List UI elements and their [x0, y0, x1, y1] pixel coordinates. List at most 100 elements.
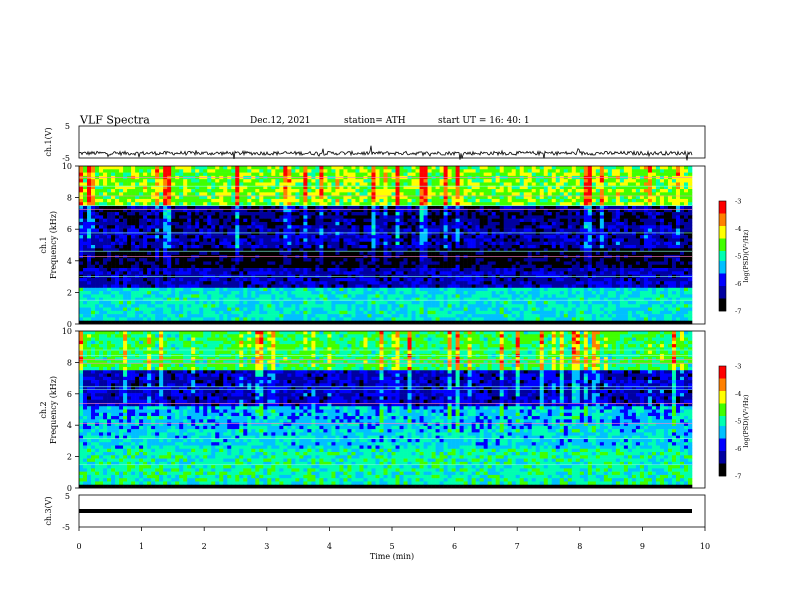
- spectrogram-cell: [79, 268, 84, 272]
- spectrogram-cell: [143, 228, 148, 233]
- spectrogram-cell: [643, 182, 649, 187]
- spectrogram-cell: [231, 198, 236, 203]
- spectrogram-cell: [103, 212, 108, 216]
- spectrogram-cell: [639, 172, 645, 177]
- spectrogram-cell: [83, 215, 88, 219]
- spectrogram-cell: [159, 182, 164, 187]
- spectrogram-cell: [503, 235, 508, 239]
- spectrogram-cell: [467, 225, 472, 229]
- spectrogram-cell: [655, 248, 661, 252]
- spectrogram-cell: [199, 264, 204, 269]
- spectrogram-cell: [347, 218, 352, 223]
- spectrogram-cell: [507, 258, 513, 262]
- spectrogram-cell: [267, 179, 272, 183]
- spectrogram-cell: [419, 215, 424, 219]
- spectrogram-cell: [531, 238, 537, 243]
- spectrogram-cell: [139, 221, 144, 226]
- spectrogram-cell: [423, 215, 428, 219]
- spectrogram-cell: [431, 208, 436, 213]
- spectrogram-cell: [559, 225, 565, 229]
- spectrogram-cell: [387, 261, 392, 266]
- spectrogram-cell: [495, 185, 500, 190]
- spectrogram-cell: [95, 192, 100, 196]
- spectrogram-cell: [407, 261, 412, 266]
- spectrogram-cell: [427, 172, 432, 177]
- spectrogram-cell: [227, 264, 232, 269]
- spectrogram-cell: [483, 172, 488, 177]
- spectrogram-cell: [159, 248, 164, 252]
- spectrogram-cell: [115, 202, 120, 206]
- spectrogram-cell: [471, 248, 476, 252]
- spectrogram-cell: [231, 185, 236, 190]
- spectrogram-cell: [395, 264, 400, 269]
- spectrogram-cell: [491, 221, 496, 226]
- spectrogram-cell: [355, 241, 360, 246]
- spectrogram-cell: [543, 268, 549, 272]
- spectrogram-cell: [675, 205, 681, 210]
- spectrogram-cell: [179, 198, 184, 203]
- spectrogram-cell: [331, 208, 336, 213]
- spectrogram-cell: [283, 205, 288, 210]
- spectrogram-cell: [355, 238, 360, 243]
- spectrogram-cell: [307, 172, 312, 177]
- spectrogram-cell: [667, 238, 673, 243]
- spectrogram-cell: [359, 264, 364, 269]
- spectrogram-cell: [319, 271, 324, 275]
- spectrogram-cell: [311, 212, 316, 216]
- spectrogram-cell: [587, 248, 593, 252]
- spectrogram-cell: [479, 248, 484, 252]
- spectrogram-cell: [259, 251, 264, 256]
- spectrogram-cell: [271, 212, 276, 216]
- spectrogram-cell: [199, 169, 204, 173]
- spectrogram-cell: [323, 268, 328, 272]
- spectrogram-cell: [139, 225, 144, 229]
- spectrogram-cell: [363, 241, 368, 246]
- spectrogram-cell: [203, 172, 208, 177]
- spectrogram-cell: [327, 218, 332, 223]
- spectrogram-cell: [251, 251, 256, 256]
- spectrogram-cell: [171, 208, 176, 213]
- spectrogram-cell: [643, 268, 649, 272]
- spectrogram-cell: [335, 198, 340, 203]
- spectrogram-cell: [451, 248, 456, 252]
- spectrogram-cell: [599, 212, 605, 216]
- spectrogram-cell: [635, 261, 641, 266]
- spectrogram-cell: [159, 189, 164, 193]
- spectrogram-cell: [559, 218, 565, 223]
- spectrogram-cell: [83, 261, 88, 266]
- spectrogram-cell: [539, 169, 545, 173]
- spectrogram-cell: [591, 261, 597, 266]
- spectrogram-cell: [631, 248, 637, 252]
- spectrogram-cell: [471, 195, 476, 200]
- spectrogram-cell: [387, 235, 392, 239]
- spectrogram-cell: [499, 238, 504, 243]
- spectrogram-cell: [339, 225, 344, 229]
- spectrogram-cell: [259, 172, 264, 177]
- spectrogram-cell: [355, 251, 360, 256]
- spectrogram-cell: [491, 189, 496, 193]
- spectrogram-cell: [115, 248, 120, 252]
- spectrogram-cell: [391, 166, 396, 170]
- spectrogram-cell: [319, 179, 324, 183]
- spectrogram-cell: [315, 172, 320, 177]
- spectrogram-cell: [111, 202, 116, 206]
- spectrogram-cell: [155, 195, 160, 200]
- spectrogram-cell: [551, 228, 557, 233]
- spectrogram-cell: [371, 218, 376, 223]
- spectrogram-cell: [639, 238, 645, 243]
- spectrogram-cell: [591, 195, 597, 200]
- spectrogram-cell: [127, 258, 132, 262]
- spectrogram-cell: [607, 192, 613, 196]
- spectrogram-cell: [623, 225, 629, 229]
- spectrogram-cell: [543, 192, 549, 196]
- spectrogram-cell: [143, 248, 148, 252]
- spectrogram-cell: [583, 225, 589, 229]
- spectrogram-cell: [635, 264, 641, 269]
- spectrogram-cell: [239, 185, 244, 190]
- spectrogram-cell: [203, 192, 208, 196]
- spectrogram-cell: [279, 182, 284, 187]
- spectrogram-cell: [531, 218, 537, 223]
- spectrogram-cell: [663, 179, 669, 183]
- spectrogram-cell: [591, 231, 597, 236]
- spectrogram-cell: [415, 251, 420, 256]
